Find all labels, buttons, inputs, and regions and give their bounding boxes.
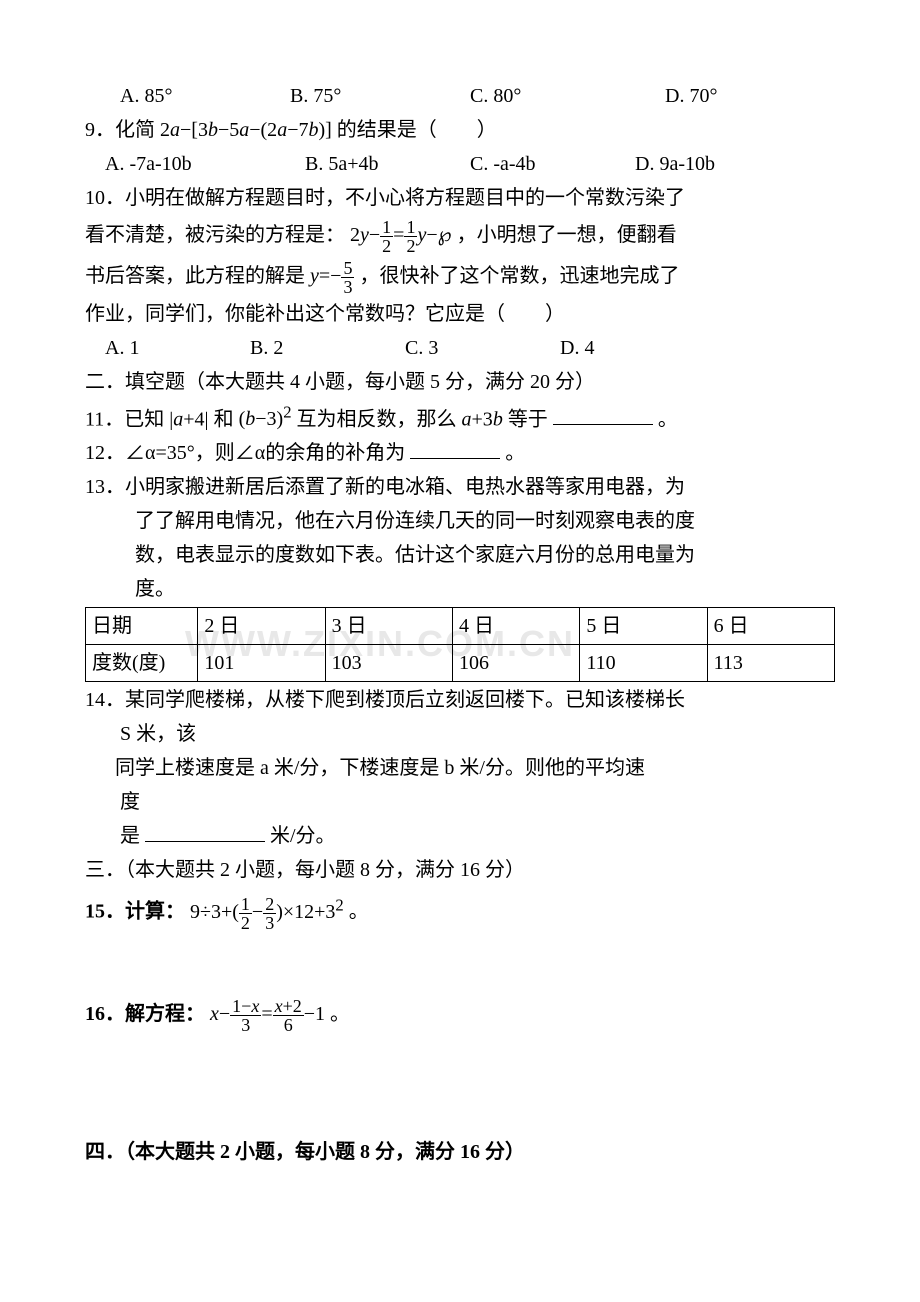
- q11-end: 。: [658, 408, 678, 430]
- q10-option-c: C. 3: [405, 332, 555, 364]
- q9-option-d: D. 9a-10b: [635, 148, 715, 180]
- electricity-table: 日期 2 日 3 日 4 日 5 日 6 日 度数(度) 101 103 106…: [85, 607, 835, 682]
- table-header-cell: 6 日: [707, 608, 834, 645]
- q16: 16．解方程： x−1−x3=x+26−1 。: [85, 994, 835, 1034]
- q16-expression: x−1−x3=x+26−1: [210, 1003, 325, 1025]
- q14-line2: S 米，该: [85, 718, 835, 750]
- q11-expr: a+3b: [462, 408, 508, 430]
- table-header-row: 日期 2 日 3 日 4 日 5 日 6 日: [86, 608, 835, 645]
- table-header-cell: 4 日: [453, 608, 580, 645]
- q11-prefix: 11．已知: [85, 408, 164, 430]
- q8-option-d: D. 70°: [665, 80, 717, 112]
- q10-line2b: ，小明想了一想，便翻看: [457, 224, 677, 246]
- q9-option-a: A. -7a-10b: [105, 148, 300, 180]
- q13-line4: 度。: [85, 573, 835, 605]
- table-row-label: 度数(度): [86, 645, 198, 682]
- q14-line5a: 是: [120, 825, 140, 847]
- q9-prefix: 9．化简: [85, 119, 155, 141]
- table-cell: 101: [198, 645, 325, 682]
- table-header-cell: 5 日: [580, 608, 707, 645]
- q11-mid: 和: [214, 408, 234, 430]
- q9-expression: 2a−[3b−5a−(2a−7b)]: [160, 119, 332, 141]
- q14-line3: 同学上楼速度是 a 米/分，下楼速度是 b 米/分。则他的平均速: [85, 752, 835, 784]
- q12: 12．∠α=35°，则∠α的余角的补角为 。: [85, 437, 835, 469]
- q13-line3: 数，电表显示的度数如下表。估计这个家庭六月份的总用电量为: [85, 539, 835, 571]
- q15: 15．计算： 9÷3+(12−23)×12+32 。: [85, 888, 835, 932]
- q15-workspace: [85, 934, 835, 994]
- q9-options: A. -7a-10b B. 5a+4b C. -a-4b D. 9a-10b: [85, 148, 835, 180]
- q10-line3: 书后答案，此方程的解是 y=−53 ，很快补了这个常数，迅速地完成了: [85, 257, 835, 296]
- q8-option-b: B. 75°: [290, 80, 465, 112]
- q10-option-a: A. 1: [105, 332, 245, 364]
- q11-blank[interactable]: [553, 405, 653, 425]
- q10-line2: 看不清楚，被污染的方程是： 2y−12=12y−℘ ，小明想了一想，便翻看: [85, 216, 835, 255]
- q8-option-a: A. 85°: [120, 80, 285, 112]
- q11-suffix: 等于: [508, 408, 548, 430]
- q14-line1: 14．某同学爬楼梯，从楼下爬到楼顶后立刻返回楼下。已知该楼梯长: [85, 684, 835, 716]
- table-header-cell: 3 日: [325, 608, 452, 645]
- q16-workspace: [85, 1036, 835, 1136]
- q10-line3a: 书后答案，此方程的解是: [85, 265, 305, 287]
- q13-line1: 13．小明家搬进新居后添置了新的电冰箱、电热水器等家用电器，为: [85, 471, 835, 503]
- section2-heading: 二．填空题（本大题共 4 小题，每小题 5 分，满分 20 分）: [85, 366, 835, 398]
- q14-blank[interactable]: [145, 822, 265, 842]
- q15-expression: 9÷3+(12−23)×12+32: [190, 901, 344, 923]
- q10-line3b: ，很快补了这个常数，迅速地完成了: [359, 265, 679, 287]
- q11: 11．已知 |a+4| 和 (b−3)2 互为相反数，那么 a+3b 等于 。: [85, 400, 835, 436]
- section4-heading: 四．（本大题共 2 小题，每小题 8 分，满分 16 分）: [85, 1136, 835, 1168]
- q12-text: 12．∠α=35°，则∠α的余角的补角为: [85, 442, 405, 464]
- q14-line4: 度: [85, 786, 835, 818]
- table-cell: 106: [453, 645, 580, 682]
- q10-line4: 作业，同学们，你能补出这个常数吗？它应是（ ）: [85, 298, 835, 330]
- table-cell: 113: [707, 645, 834, 682]
- q16-end: 。: [330, 1003, 350, 1025]
- q11-square: (b−3)2: [239, 408, 292, 430]
- q8-option-c: C. 80°: [470, 80, 660, 112]
- q9-option-c: C. -a-4b: [470, 148, 630, 180]
- q10-equation: 2y−12=12y−℘: [350, 224, 452, 246]
- q9-option-b: B. 5a+4b: [305, 148, 465, 180]
- q14-line5: 是 米/分。: [85, 820, 835, 852]
- table-header-cell: 2 日: [198, 608, 325, 645]
- q11-mid2: 互为相反数，那么: [297, 408, 457, 430]
- table-data-row: 度数(度) 101 103 106 110 113: [86, 645, 835, 682]
- q10-line1: 10．小明在做解方程题目时，不小心将方程题目中的一个常数污染了: [85, 182, 835, 214]
- q10-option-b: B. 2: [250, 332, 400, 364]
- q10-line2a: 看不清楚，被污染的方程是：: [85, 224, 345, 246]
- q12-end: 。: [505, 442, 525, 464]
- q9-suffix: 的结果是（ ）: [337, 119, 497, 141]
- q16-prefix: 16．解方程：: [85, 1003, 205, 1025]
- table-cell: 103: [325, 645, 452, 682]
- q15-prefix: 15．计算：: [85, 901, 185, 923]
- table-cell: 110: [580, 645, 707, 682]
- q10-option-d: D. 4: [560, 332, 594, 364]
- q12-blank[interactable]: [410, 439, 500, 459]
- section3-heading: 三．（本大题共 2 小题，每小题 8 分，满分 16 分）: [85, 854, 835, 886]
- table-header-cell: 日期: [86, 608, 198, 645]
- q10-solution: y=−53: [310, 265, 354, 287]
- q9-stem: 9．化简 2a−[3b−5a−(2a−7b)] 的结果是（ ）: [85, 114, 835, 146]
- q10-options: A. 1 B. 2 C. 3 D. 4: [85, 332, 835, 364]
- q15-end: 。: [349, 901, 369, 923]
- q14-line5b: 米/分。: [270, 825, 336, 847]
- q8-options: A. 85° B. 75° C. 80° D. 70°: [85, 80, 835, 112]
- q13-line2: 了了解用电情况，他在六月份连续几天的同一时刻观察电表的度: [85, 505, 835, 537]
- q11-abs: |a+4|: [169, 408, 208, 430]
